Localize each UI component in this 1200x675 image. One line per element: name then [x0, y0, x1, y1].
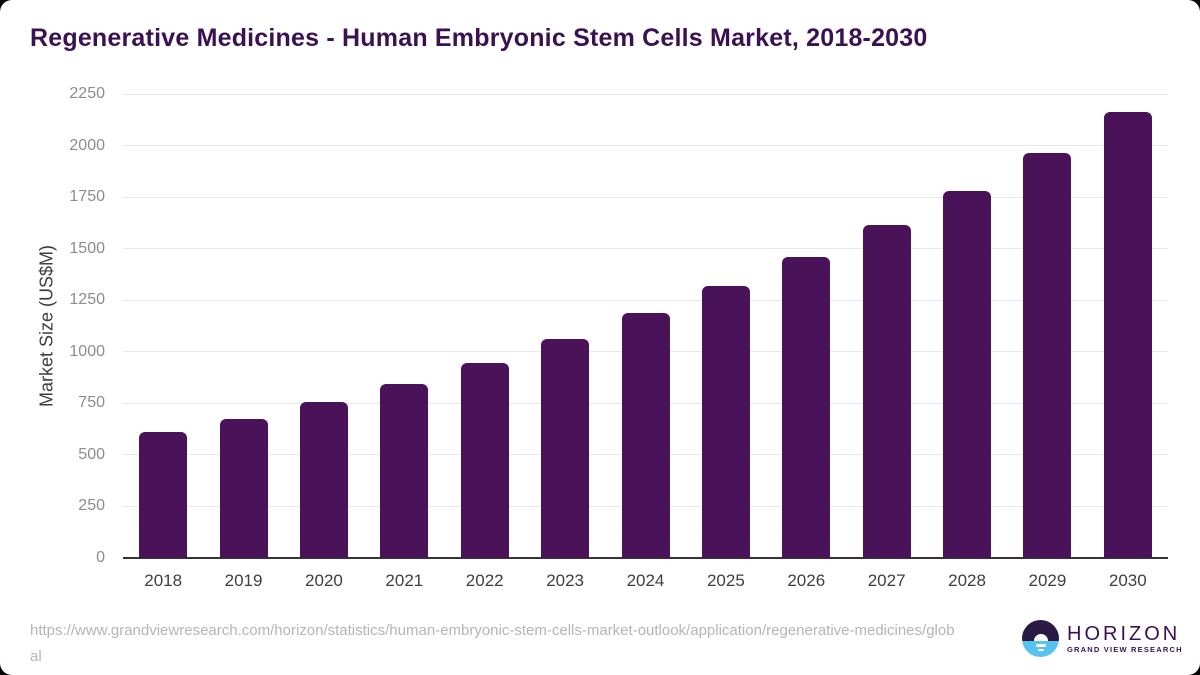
- y-tick-label: 0: [96, 549, 105, 566]
- y-tick-label: 750: [78, 394, 105, 412]
- x-tick-label-2027: 2027: [867, 571, 906, 590]
- logo-sky: [1022, 620, 1059, 641]
- y-tick-label: 1250: [69, 291, 105, 309]
- page-title: Regenerative Medicines - Human Embryonic…: [30, 24, 928, 52]
- x-tick-label-2028: 2028: [948, 571, 986, 590]
- y-axis-title: Market Size (US$M): [36, 244, 57, 408]
- bar-2026: [782, 256, 831, 558]
- bar-2022: [460, 362, 509, 558]
- bar-2027: [862, 224, 911, 558]
- logo-brand: HORIZON: [1067, 623, 1181, 645]
- source-url: https://www.grandviewresearch.com/horizo…: [30, 622, 955, 665]
- bar-2024: [621, 312, 670, 558]
- logo-reflection: [1035, 644, 1046, 647]
- y-tick-label: 500: [78, 445, 105, 463]
- gridline: [123, 93, 1168, 95]
- bar-2021: [380, 383, 429, 558]
- gridline: [123, 299, 1168, 301]
- logo-subtitle: GRAND VIEW RESEARCH: [1067, 645, 1183, 654]
- y-tick-label: 1000: [69, 342, 105, 360]
- y-tick-label: 1750: [69, 188, 105, 206]
- x-tick-label-2019: 2019: [224, 571, 263, 590]
- x-tick-label-2026: 2026: [787, 571, 826, 590]
- gridline: [123, 196, 1168, 198]
- x-axis-line: [123, 557, 1168, 559]
- bar-2028: [943, 190, 992, 558]
- plot-area: 0 250 500 750 1000 1250 1500 1750 2000 2250 2018 20…: [69, 85, 1168, 590]
- x-tick-label-2025: 2025: [706, 571, 745, 590]
- bar-2019: [219, 418, 268, 558]
- bar-2025: [701, 285, 750, 558]
- gridline: [123, 145, 1168, 147]
- x-tick-label-2030: 2030: [1108, 571, 1147, 590]
- x-tick-label-2022: 2022: [465, 571, 504, 590]
- logo-text: HORIZON GRAND VIEW RESEARCH: [1067, 623, 1183, 654]
- bar-2020: [299, 401, 348, 558]
- y-tick-label: 2000: [69, 136, 105, 154]
- x-tick-label-2023: 2023: [546, 571, 585, 590]
- x-tick-label-2020: 2020: [305, 571, 343, 590]
- bar-2030: [1103, 112, 1152, 558]
- x-tick-label-2024: 2024: [626, 571, 665, 590]
- bar-2029: [1023, 152, 1072, 558]
- bar-2018: [139, 432, 188, 558]
- y-tick-label: 1500: [69, 239, 105, 257]
- horizon-sunset-circle-icon: [1022, 620, 1059, 657]
- y-tick-label: 2250: [69, 85, 105, 102]
- x-tick-label-2029: 2029: [1028, 571, 1067, 590]
- logo-sun: [1033, 634, 1048, 641]
- bar-2023: [541, 339, 590, 558]
- x-tick-label-2018: 2018: [144, 571, 183, 590]
- logo-reflection: [1037, 648, 1044, 651]
- gridline: [123, 248, 1168, 250]
- horizon-logo: HORIZON GRAND VIEW RESEARCH: [1022, 620, 1183, 657]
- y-tick-label: 250: [78, 497, 105, 515]
- x-tick-label-2021: 2021: [385, 571, 424, 590]
